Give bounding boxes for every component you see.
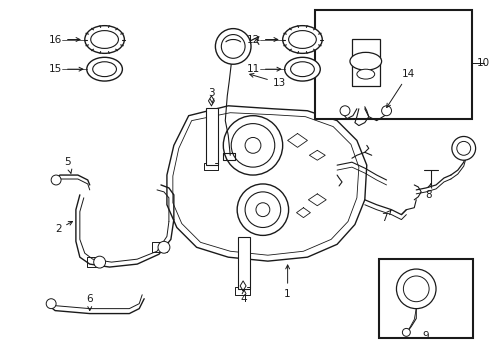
Circle shape [223,116,283,175]
Circle shape [340,106,350,116]
Circle shape [457,141,471,155]
Bar [206,108,219,165]
Ellipse shape [289,31,317,48]
Circle shape [237,184,289,235]
Circle shape [402,328,410,336]
Circle shape [221,35,245,58]
Circle shape [256,203,270,217]
Text: 7: 7 [381,210,391,222]
Ellipse shape [283,26,322,53]
Text: 1: 1 [284,265,291,299]
Circle shape [216,28,251,64]
Ellipse shape [350,52,382,70]
Circle shape [452,136,476,160]
Circle shape [158,241,170,253]
Circle shape [245,138,261,153]
Circle shape [46,299,56,309]
Text: 3: 3 [208,88,215,103]
Text: 8: 8 [425,184,432,200]
Text: 15: 15 [49,64,83,74]
Polygon shape [167,106,367,261]
Text: 11: 11 [246,64,281,74]
Bar [379,259,473,338]
Text: 5: 5 [65,157,72,173]
Text: 14: 14 [387,69,415,108]
Circle shape [382,106,392,116]
Text: 9: 9 [423,331,429,341]
Text: 4: 4 [241,290,247,304]
Ellipse shape [87,57,122,81]
Circle shape [396,269,436,309]
Bar [238,237,250,289]
Ellipse shape [85,26,124,53]
Text: 10: 10 [477,58,490,68]
Text: 12: 12 [246,35,278,45]
Text: 13: 13 [250,73,286,88]
Ellipse shape [93,62,117,77]
Ellipse shape [291,62,315,77]
Text: 2: 2 [55,221,73,234]
Text: 16: 16 [49,35,80,45]
Ellipse shape [357,69,375,79]
Text: 6: 6 [86,294,93,311]
Ellipse shape [91,31,119,48]
Bar [352,39,380,86]
Ellipse shape [285,57,320,81]
Circle shape [231,123,275,167]
Circle shape [94,256,105,268]
Circle shape [51,175,61,185]
Circle shape [403,276,429,302]
Bar [316,10,472,119]
Circle shape [245,192,281,228]
